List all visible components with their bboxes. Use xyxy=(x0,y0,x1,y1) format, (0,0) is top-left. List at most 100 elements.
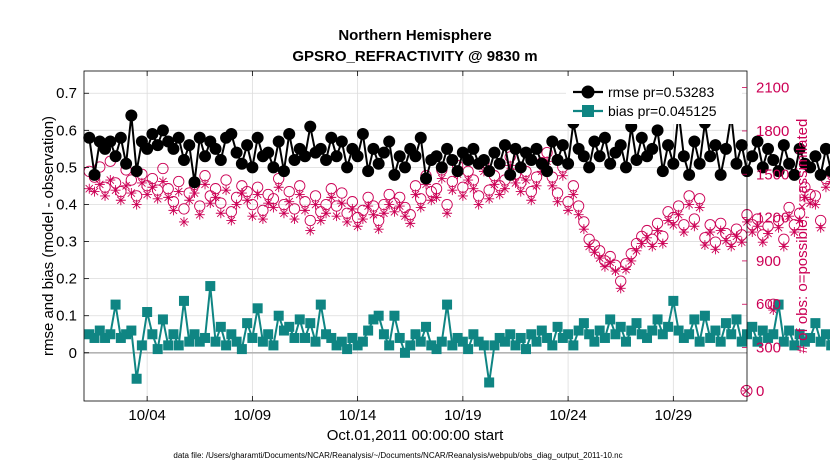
gridlines xyxy=(84,71,747,401)
bias-point xyxy=(605,314,616,325)
legend: rmse pr=0.53283 bias pr=0.045125 xyxy=(566,76,742,124)
obs-assimilated-point xyxy=(352,221,363,232)
bias-point xyxy=(305,318,316,329)
x-tick-label: 10/09 xyxy=(234,407,272,424)
obs-assimilated-point xyxy=(147,182,158,193)
obs-assimilated-point xyxy=(263,198,274,209)
chart-subtitle: GPSRO_REFRACTIVITY @ 9830 m xyxy=(292,48,537,65)
bias-point xyxy=(200,332,211,343)
bias-point xyxy=(536,325,547,336)
bias-point xyxy=(226,329,237,340)
bias-point xyxy=(368,314,379,325)
obs-assimilated-point xyxy=(178,216,189,227)
obs-assimilated-point xyxy=(278,208,289,219)
bias-point xyxy=(373,310,384,321)
obs-assimilated-point xyxy=(810,199,821,210)
rmse-point xyxy=(188,176,201,189)
obs-assimilated-point xyxy=(684,199,695,210)
obs-assimilated-point xyxy=(336,198,347,209)
rmse-point xyxy=(351,150,364,163)
bias-point xyxy=(168,329,179,340)
bias-point xyxy=(552,321,563,332)
rmse-point xyxy=(377,146,390,159)
bias-point xyxy=(473,336,484,347)
rmse-point xyxy=(193,131,206,144)
obs-assimilated-point xyxy=(468,183,479,194)
obs-assimilated-point xyxy=(531,180,542,191)
bias-point xyxy=(115,332,126,343)
obs-assimilated-point xyxy=(205,198,216,209)
obs-assimilated-point xyxy=(573,209,584,220)
rmse-point xyxy=(488,146,501,159)
obs-assimilated-point xyxy=(589,247,600,258)
bias-point xyxy=(620,336,631,347)
bias-point xyxy=(363,325,374,336)
bias-point xyxy=(694,336,705,347)
bias-point xyxy=(578,318,589,329)
obs-assimilated-point xyxy=(642,232,653,243)
obs-assimilated-point xyxy=(799,192,810,203)
rmse-point xyxy=(430,150,443,163)
obs-assimilated-point xyxy=(731,231,742,242)
rmse-point xyxy=(267,161,280,174)
obs-assimilated-point xyxy=(757,237,768,248)
rmse-point xyxy=(151,139,164,152)
obs-assimilated-point xyxy=(100,190,111,201)
legend-box xyxy=(566,76,742,124)
bias-point xyxy=(505,329,516,340)
obs-assimilated-point xyxy=(399,211,410,222)
rmse-point xyxy=(199,150,212,163)
obs-assimilated-point xyxy=(668,219,679,230)
obs-assimilated-point xyxy=(110,185,121,196)
rmse-point xyxy=(598,131,611,144)
rmse-point xyxy=(746,150,759,163)
y-axis-left-label: rmse and bias (model - observation) xyxy=(40,116,57,356)
y-left-tick-label: 0.6 xyxy=(56,122,77,139)
y-right-tick-label: 1800 xyxy=(756,123,789,140)
obs-assimilated-point xyxy=(152,193,163,204)
bias-point xyxy=(231,336,242,347)
rmse-point xyxy=(320,153,333,166)
bias-point xyxy=(720,318,731,329)
series-layer xyxy=(83,105,830,397)
obs-assimilated-point xyxy=(510,177,521,188)
obs-assimilated-point xyxy=(173,186,184,197)
rmse-point xyxy=(677,150,690,163)
bias-point xyxy=(457,336,468,347)
bias-point xyxy=(778,336,789,347)
obs-assimilated-point xyxy=(210,192,221,203)
obs-assimilated-point xyxy=(794,215,805,226)
bias-point xyxy=(205,281,216,292)
bias-point xyxy=(326,332,337,343)
bias-point xyxy=(210,336,221,347)
x-axis: 10/04 10/09 10/14 10/19 10/24 10/29 xyxy=(128,71,692,424)
obs-assimilated-point xyxy=(115,195,126,206)
obs-assimilated-point xyxy=(94,179,105,190)
obs-assimilated-point xyxy=(310,199,321,210)
obs-assimilated-point xyxy=(294,189,305,200)
bias-point xyxy=(405,340,416,351)
bias-point xyxy=(820,329,830,340)
bias-point xyxy=(273,310,284,321)
bias-point xyxy=(699,310,710,321)
obs-assimilated-point xyxy=(273,182,284,193)
rmse-point xyxy=(367,142,380,155)
rmse-point xyxy=(435,161,448,174)
rmse-point xyxy=(125,109,138,122)
rmse-point xyxy=(141,142,154,155)
obs-assimilated-point xyxy=(473,199,484,210)
bias-point xyxy=(521,344,531,355)
obs-assimilated-point xyxy=(605,257,616,268)
bias-point xyxy=(815,336,826,347)
y-left-tick-label: 0.3 xyxy=(56,234,77,251)
y-right-tick-label: 1500 xyxy=(756,166,789,183)
obs-assimilated-point xyxy=(578,224,589,235)
y-right-tick-label: 2100 xyxy=(756,80,789,97)
bias-point xyxy=(310,336,321,347)
obs-assimilated-point xyxy=(415,202,426,213)
obs-assimilated-point xyxy=(599,261,610,272)
obs-assimilated-point xyxy=(715,225,726,236)
x-tick-label: 10/14 xyxy=(339,407,377,424)
bias-point xyxy=(494,332,505,343)
rmse-point xyxy=(325,131,338,144)
